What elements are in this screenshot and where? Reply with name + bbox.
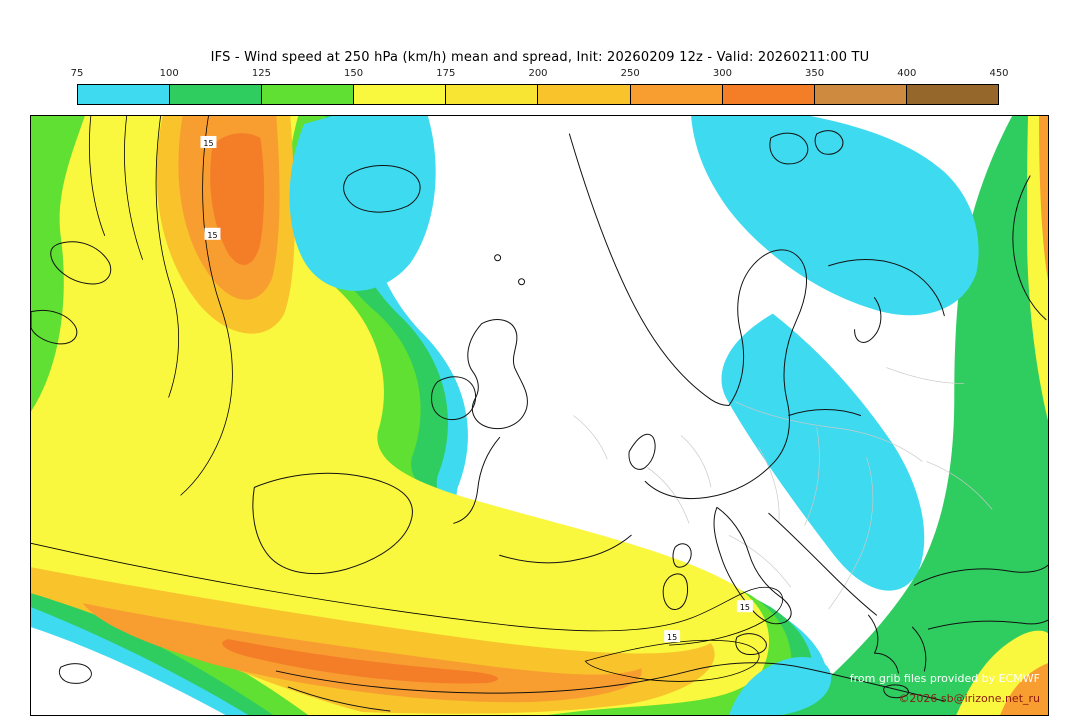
coast-aegean-turkey [911,626,927,672]
wind-area-300-jet-core [222,639,499,684]
coast-svalbard-east [814,130,844,155]
svg-text:15: 15 [740,603,750,612]
colorbar-tick-label: 75 [70,68,84,79]
attribution-copyright: ©2026 sb@irizone.net_ru [898,692,1040,706]
wind-area-150-italy-pocket [636,608,713,650]
coast-iceland [343,165,421,213]
coast-kola [828,259,945,317]
coast-north-africa [275,662,945,702]
coast-gulf-of-finland [788,409,862,416]
coast-france-mediterranean [499,534,632,564]
coastlines [31,130,1048,712]
colorbar-segment [262,85,355,104]
wind-speed-field-svg: 15 15 15 15 [31,116,1048,715]
coast-denmark [628,433,656,470]
coast-svalbard [769,132,809,165]
coast-adriatic [768,512,878,616]
wind-area-75-sicily [728,656,832,715]
spread-contours [31,116,783,682]
colorbar-segment [446,85,539,104]
colorbar-tick-label: 250 [620,68,640,79]
coast-france-biscay [453,436,501,524]
wind-area-250-bottom-right [1000,663,1048,715]
wind-area-250-bottom [82,603,642,703]
coast-faroe [494,254,502,262]
coast-crete [883,684,909,699]
wind-area-75-central-europe [721,313,925,591]
map-title: IFS - Wind speed at 250 hPa (km/h) mean … [210,50,870,65]
coast-morocco [287,686,391,712]
contour-label: 15 [200,135,217,148]
coast-labrador [31,309,78,345]
coast-sicily [735,633,767,655]
coast-azores [58,663,92,684]
contour-label: 15 [204,227,221,240]
colorbar-segment [354,85,447,104]
wind-area-300-top-core [210,133,265,265]
colorbar-tick-label: 200 [528,68,548,79]
colorbar-segment [170,85,263,104]
coast-iberia [252,472,413,575]
colorbar [77,84,999,105]
coast-black-sea-north [913,564,1048,586]
contour-label: 15 [664,630,681,642]
colorbar-tick-label: 450 [989,68,1009,79]
colorbar-tick-label: 125 [251,68,271,79]
coast-great-britain [467,319,528,429]
wind-field [31,116,1048,715]
colorbar-tick-label: 150 [344,68,364,79]
coast-novaya-zemlya [1012,175,1047,321]
colorbar-segment [630,85,723,104]
wind-area-75-norwegian-sea [289,116,436,291]
coast-corsica [672,543,692,568]
country-borders [573,367,993,610]
colorbar-tick-label: 400 [897,68,917,79]
coast-norway [568,133,730,407]
coast-shetland [518,278,526,286]
coast-baltic [644,460,776,500]
coast-greenland [50,241,112,285]
svg-text:15: 15 [667,633,677,642]
coast-greece [868,614,879,654]
coast-sweden-finland [728,249,807,462]
svg-text:15: 15 [207,231,217,240]
wind-area-75-top-right [691,116,979,316]
wind-area-250-right-edge [1039,116,1048,281]
colorbar-segment [722,85,815,104]
colorbar-tick-label: 100 [159,68,179,79]
colorbar-tick-label: 300 [712,68,732,79]
wind-area-100-right [786,116,1048,715]
svg-text:15: 15 [203,139,213,148]
colorbar-segment [906,85,998,104]
colorbar-tick-label: 350 [805,68,825,79]
attribution: from grib files provided by ECMWF ©2026 … [850,669,1040,709]
colorbar-segment [538,85,631,104]
colorbar-tick-label: 175 [436,68,456,79]
coast-italy [713,506,792,625]
weather-map: 15 15 15 15 from grib files provided by … [30,115,1049,716]
coast-sardinia [662,573,689,610]
coast-ireland [431,376,477,421]
coast-anatolia [927,619,1048,630]
contour-label: 15 [736,600,753,612]
colorbar-segment [78,85,171,104]
colorbar-ticks: 75 100 125 150 175 200 250 300 350 400 4… [71,68,1009,81]
coast-peloponnese [874,652,899,674]
colorbar-segment [814,85,907,104]
coast-white-sea [854,297,882,343]
attribution-source: from grib files provided by ECMWF [849,672,1040,686]
